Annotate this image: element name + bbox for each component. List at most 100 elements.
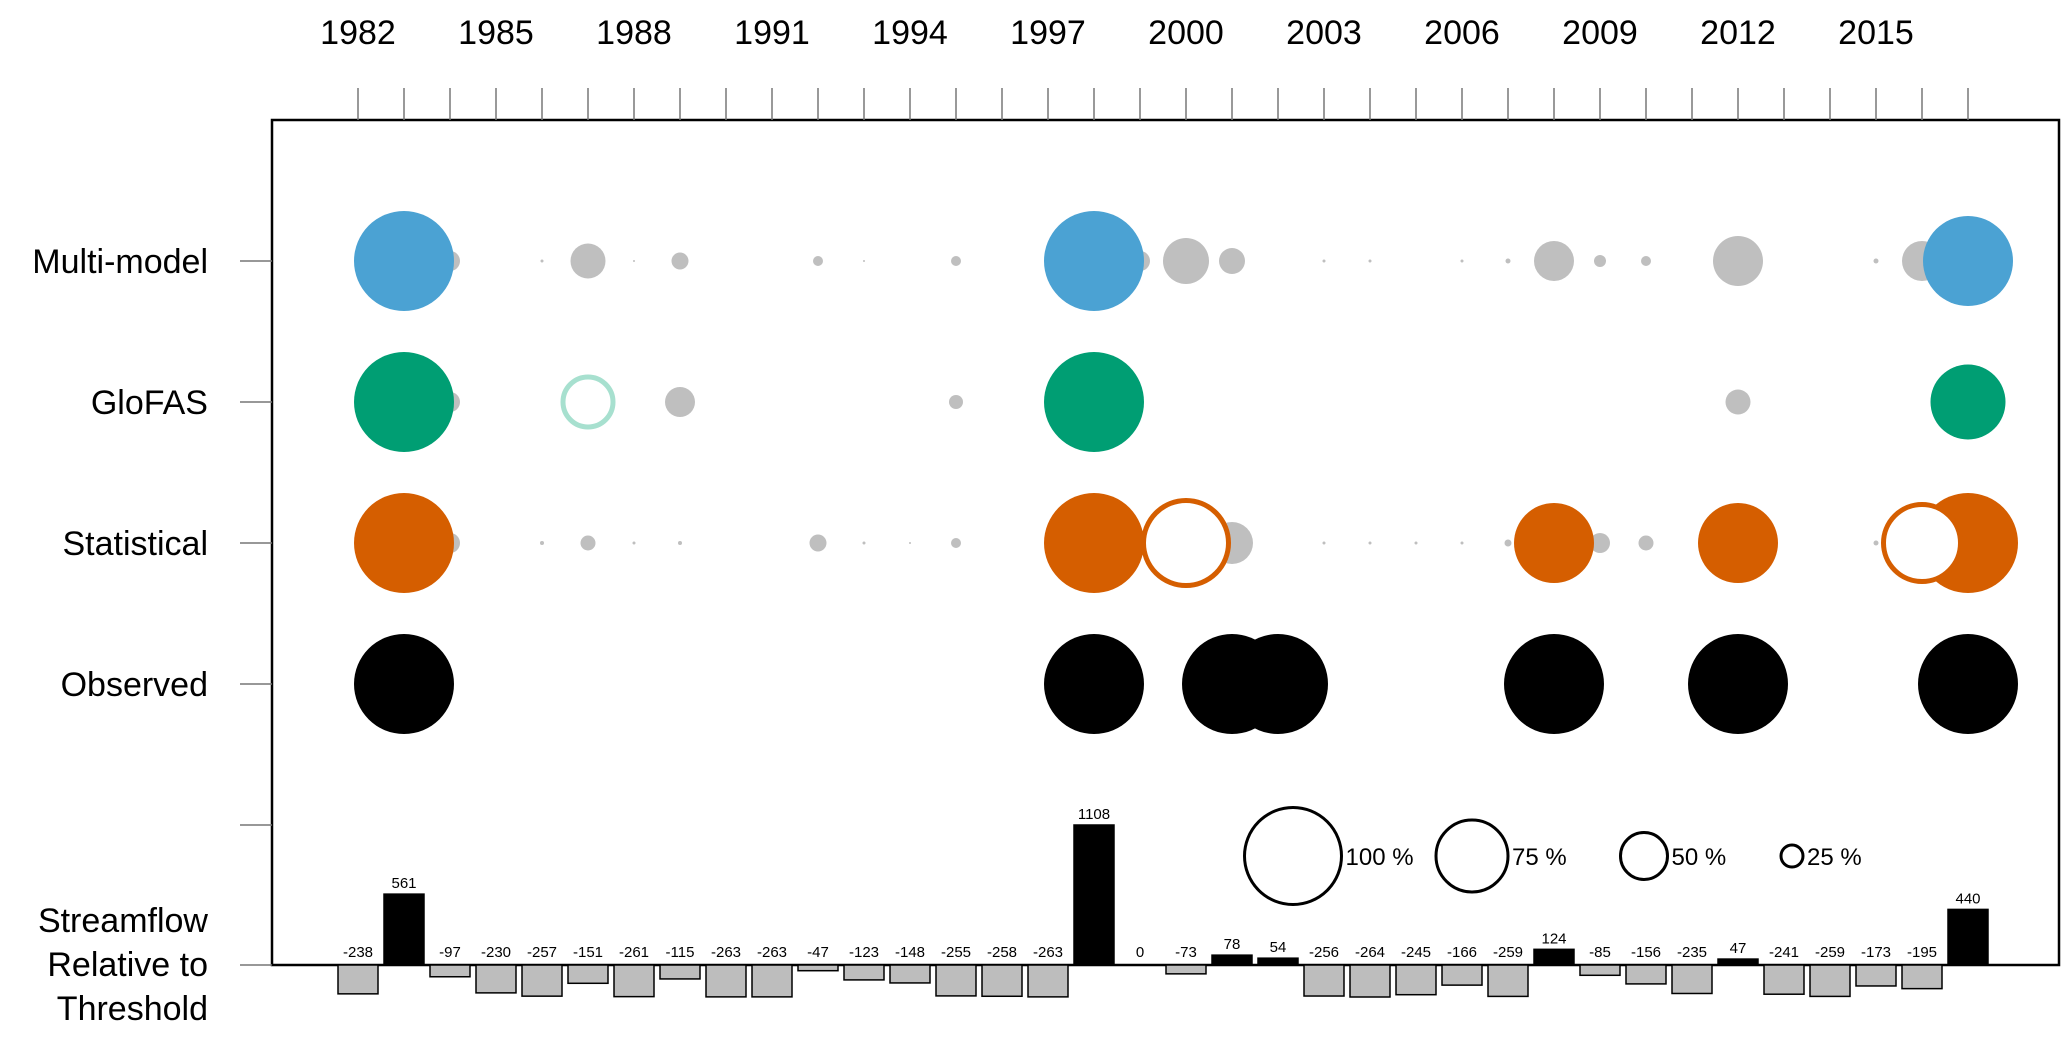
bar-value-label: -256 — [1309, 944, 1339, 961]
row-label: Statistical — [63, 525, 209, 563]
bubble-glofas — [1044, 352, 1144, 452]
bubble-glofas — [1930, 364, 2006, 440]
bar-value-label: -235 — [1677, 944, 1707, 961]
row-axis: Multi-model GloFAS Statistical Observed — [32, 243, 272, 966]
bar-value-label: 54 — [1270, 939, 1287, 956]
bubble-statistical — [1141, 498, 1231, 588]
legend-label: 100 % — [1346, 844, 1414, 871]
bar-value-label: -261 — [619, 944, 649, 961]
year-tick-label: 1994 — [872, 14, 948, 52]
bubble-statistical — [1590, 533, 1610, 553]
bar — [1303, 964, 1345, 997]
year-tick-label: 2003 — [1286, 14, 1362, 52]
bar-value-label: -259 — [1493, 944, 1523, 961]
year-tick-label: 2006 — [1424, 14, 1500, 52]
bar — [475, 964, 517, 994]
bubble-statistical — [1881, 502, 1963, 584]
bar — [1763, 964, 1805, 995]
bar — [1027, 964, 1069, 998]
bubble-observed — [354, 634, 454, 734]
bar — [337, 964, 379, 995]
bubble-glofas — [1725, 389, 1751, 415]
bar-value-label: -47 — [807, 944, 829, 961]
bar — [843, 964, 885, 981]
bubble-multi-model — [1460, 259, 1464, 263]
legend-label: 75 % — [1512, 844, 1567, 871]
bar-value-label: -115 — [666, 944, 695, 961]
bubble-multi-model — [1923, 216, 2013, 306]
year-tick-label: 2012 — [1700, 14, 1776, 52]
bubble-glofas — [665, 387, 695, 417]
year-tick-label: 2009 — [1562, 14, 1638, 52]
year-tick-label: 1985 — [458, 14, 534, 52]
year-tick-label: 1991 — [734, 14, 810, 52]
bar-value-label: -263 — [1033, 944, 1063, 961]
bubble-multi-model — [1641, 256, 1651, 266]
bar-labels: -238 561 -97 -230 -257 -151 -261 -115 -263 -263 -4… — [343, 806, 1981, 961]
bubble-observed — [1918, 634, 2018, 734]
bar — [429, 964, 471, 978]
bar — [889, 964, 931, 984]
bar-value-label: -123 — [849, 944, 879, 961]
bubble-multi-model — [863, 260, 865, 262]
bubble-statistical — [1514, 503, 1594, 583]
bar-value-label: -259 — [1815, 944, 1845, 961]
bar — [613, 964, 655, 998]
bar-value-label: -263 — [711, 944, 741, 961]
bar-value-label: 440 — [1955, 890, 1980, 907]
bar — [383, 893, 425, 966]
bar-value-label: -263 — [757, 944, 787, 961]
bar-value-label: -255 — [941, 944, 971, 961]
bar-value-label: -156 — [1631, 944, 1661, 961]
year-tick-label: 1982 — [320, 14, 396, 52]
bubble-multi-model — [1594, 255, 1606, 267]
bubble-statistical — [1368, 541, 1372, 545]
bar — [1073, 824, 1115, 966]
bubble-multi-model — [540, 259, 544, 263]
bar-value-label: 561 — [391, 875, 416, 892]
legend-label: 25 % — [1807, 844, 1862, 871]
bar — [1257, 957, 1299, 966]
legend-circle — [1243, 806, 1343, 906]
bar-row-label-line: Streamflow — [38, 902, 208, 940]
bubble-multi-model — [1534, 241, 1574, 281]
bubble-statistical — [862, 541, 866, 545]
bubble-statistical — [1414, 541, 1418, 545]
bubble-glofas — [354, 352, 454, 452]
legend-circle — [1619, 831, 1669, 881]
bar — [1809, 964, 1851, 998]
bar — [1395, 964, 1437, 996]
year-tick-label: 2000 — [1148, 14, 1224, 52]
bar — [1349, 964, 1391, 998]
bar-value-label: -97 — [439, 944, 461, 961]
bubble-statistical — [354, 493, 454, 593]
bubble-statistical — [1504, 539, 1512, 547]
bubble-multi-model — [1322, 259, 1326, 263]
bubble-glofas — [949, 395, 963, 409]
legend-label: 50 % — [1672, 844, 1727, 871]
bubble-multi-model — [1505, 258, 1511, 264]
bar — [797, 964, 839, 972]
row-label: Multi-model — [32, 243, 208, 281]
year-axis: 1982 1985 1988 1991 1994 1997 2000 2003 2006 2009… — [320, 14, 1969, 120]
row-label: Observed — [61, 666, 208, 704]
bubble-statistical — [951, 538, 961, 548]
bar — [1441, 964, 1483, 986]
bubble-statistical — [678, 541, 682, 545]
year-tick-label: 1997 — [1010, 14, 1086, 52]
bar-value-label: 0 — [1136, 944, 1144, 961]
bubble-statistical — [1322, 541, 1326, 545]
row-label: GloFAS — [91, 384, 208, 422]
bubble-statistical — [580, 535, 596, 551]
bar — [521, 964, 563, 997]
bars — [337, 824, 1989, 998]
bubble-multi-model — [633, 260, 635, 262]
size-legend: 100 % 75 % 50 % 25 % — [1243, 806, 1862, 906]
bubble-multi-model — [951, 256, 961, 266]
bar-value-label: -238 — [343, 944, 373, 961]
bubble-multi-model — [354, 211, 454, 311]
bubble-multi-model — [813, 256, 823, 266]
bar — [935, 964, 977, 997]
bubble-observed — [1504, 634, 1604, 734]
